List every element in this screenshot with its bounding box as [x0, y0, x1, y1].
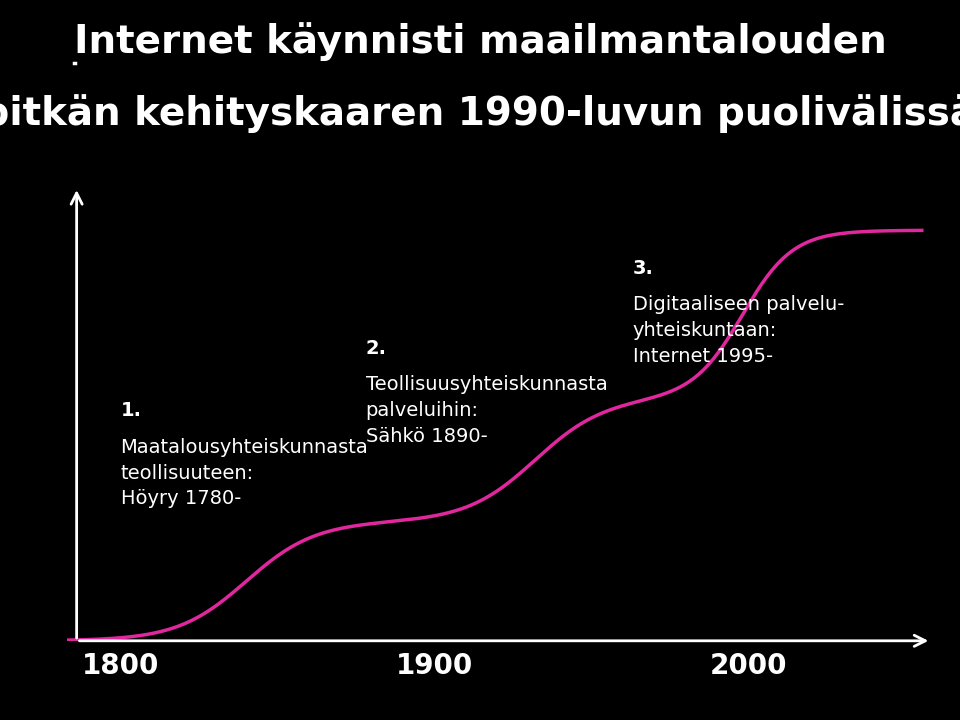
- Text: 2.: 2.: [366, 339, 387, 358]
- Text: Digitaaliseen palvelu-
yhteiskuntaan:
Internet 1995-: Digitaaliseen palvelu- yhteiskuntaan: In…: [633, 295, 844, 366]
- Text: Internet käynnisti maailmantalouden: Internet käynnisti maailmantalouden: [74, 22, 886, 60]
- Text: 3. pitkän kehityskaaren 1990-luvun puolivälissä(?): 3. pitkän kehityskaaren 1990-luvun puoli…: [0, 94, 960, 132]
- Text: Teollisuusyhteiskunnasta
palveluihin:
Sähkö 1890-: Teollisuusyhteiskunnasta palveluihin: Sä…: [366, 375, 608, 446]
- Text: 3.: 3.: [633, 259, 654, 278]
- Text: Maatalousyhteiskunnasta
teollisuuteen:
Höyry 1780-: Maatalousyhteiskunnasta teollisuuteen: H…: [121, 438, 369, 508]
- Text: 1.: 1.: [121, 402, 142, 420]
